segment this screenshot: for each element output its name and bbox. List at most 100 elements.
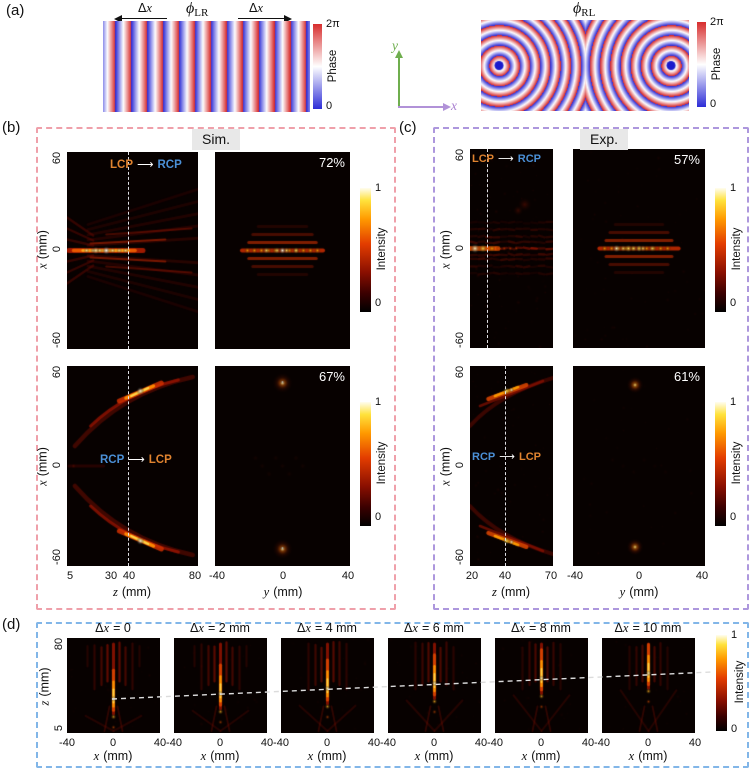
- x-axis-label: x (mm): [521, 749, 561, 763]
- exp-lcp-rcp-xz-map: LCP ⟶ RCP: [470, 149, 553, 348]
- x-tick: 0: [537, 737, 545, 749]
- intensity-colorbar-max: 1: [375, 182, 382, 194]
- phase-map-rl: [481, 20, 689, 111]
- y-tick: 0: [51, 245, 63, 253]
- phase-rl-title: ϕRL: [573, 0, 596, 19]
- y-tick: 80: [53, 637, 65, 651]
- scan-map-1-canvas: [174, 638, 267, 733]
- intensity-colorbar-min: 0: [375, 297, 382, 309]
- phase-colorbar-right-max: 2π: [710, 16, 724, 28]
- dx-right-arrow-head-icon: [284, 15, 292, 23]
- dx-shift-right-label: Δx: [249, 1, 263, 15]
- intensity-colorbar: [360, 188, 371, 312]
- x-tick: 0: [644, 737, 652, 749]
- panel-b-label: (b): [2, 119, 21, 136]
- focal-plane-dashed-line: [128, 152, 129, 349]
- intensity-colorbar-max: 1: [731, 629, 738, 641]
- y-axis-var-label: y: [392, 38, 398, 53]
- dx-title: Δx = 4 mm: [297, 621, 357, 635]
- panel-c-label: (c): [399, 119, 417, 136]
- phase-colorbar-left-max: 2π: [326, 18, 340, 30]
- intensity-colorbar-min: 0: [731, 723, 738, 735]
- x-axis-label: x (mm): [628, 749, 668, 763]
- focal-plane-dashed-line: [128, 366, 129, 566]
- phase-colorbar-right-title: Phase: [711, 47, 723, 81]
- x-tick: -40: [209, 570, 225, 582]
- sim-tag: Sim.: [192, 129, 240, 150]
- phase-map-lr-canvas: [103, 21, 310, 112]
- x-tick: 5: [66, 570, 74, 582]
- phase-map-lr: [103, 21, 310, 112]
- scan-map-4: [495, 638, 588, 733]
- y-tick: 0: [51, 461, 63, 469]
- dx-shift-left-label: Δx: [138, 1, 152, 15]
- x-tick: 0: [109, 737, 117, 749]
- sim-panel-border: [36, 127, 396, 610]
- x-tick: 80: [188, 570, 202, 582]
- dx-title: Δx = 2 mm: [190, 621, 250, 635]
- intensity-colorbar: [715, 188, 726, 312]
- x-tick: -40: [594, 737, 610, 749]
- exp-rcp-lcp-xy-canvas: [573, 366, 705, 566]
- efficiency-badge: 72%: [318, 155, 345, 170]
- y-axis-label: x(mm): [438, 230, 453, 269]
- y-tick: 60: [454, 148, 466, 162]
- phase-colorbar-left-title: Phase: [327, 49, 339, 83]
- x-tick: 20: [465, 570, 479, 582]
- focal-plane-dashed-line: [487, 149, 488, 348]
- sim-lcp-rcp-xy-map: 72%: [215, 152, 350, 349]
- x-tick: -40: [273, 737, 289, 749]
- conversion-label: LCP ⟶ RCP: [472, 153, 542, 165]
- efficiency-badge: 61%: [673, 369, 700, 384]
- dx-left-arrow-line: [121, 18, 167, 19]
- x-axis-label: x (mm): [200, 749, 240, 763]
- x-tick: 0: [430, 737, 438, 749]
- scan-panel-border: [36, 622, 749, 768]
- dx-right-arrow-line: [238, 18, 284, 19]
- scan-map-5-canvas: [602, 638, 695, 733]
- exp-lcp-rcp-xz-canvas: [470, 149, 553, 348]
- x-tick: 40: [498, 570, 512, 582]
- sim-lcp-rcp-xy-canvas: [215, 152, 350, 349]
- exp-rcp-lcp-xz-canvas: [470, 366, 553, 566]
- exp-lcp-rcp-xy-map: 57%: [573, 149, 705, 348]
- phase-colorbar-right: [697, 22, 706, 107]
- x-axis-label: x (mm): [414, 749, 454, 763]
- dx-left-arrow-head-icon: [114, 15, 122, 23]
- x-tick: 0: [279, 570, 287, 582]
- sim-rcp-lcp-xz-map: RCP ⟶ LCP: [67, 366, 198, 566]
- x-tick: 40: [695, 570, 709, 582]
- phase-colorbar-left-min: 0: [326, 100, 333, 112]
- x-tick: 40: [341, 570, 355, 582]
- conversion-label: LCP ⟶ RCP: [110, 159, 182, 171]
- exp-panel-border: [433, 127, 749, 610]
- x-axis-arrow-line: [398, 106, 444, 108]
- phase-map-rl-canvas: [481, 20, 689, 111]
- intensity-colorbar-title: Intensity: [376, 441, 388, 485]
- intensity-colorbar-max: 1: [375, 396, 382, 408]
- y-tick: 60: [51, 151, 63, 165]
- efficiency-badge: 67%: [318, 369, 345, 384]
- dx-title: Δx = 6 mm: [404, 621, 464, 635]
- intensity-colorbar-title: Intensity: [731, 227, 743, 271]
- x-tick: 0: [323, 737, 331, 749]
- efficiency-badge: 57%: [673, 152, 700, 167]
- scan-map-1: [174, 638, 267, 733]
- scan-map-5: [602, 638, 695, 733]
- intensity-colorbar: [715, 402, 726, 526]
- x-axis-label: y (mm): [619, 585, 659, 599]
- x-axis-label: y (mm): [263, 585, 303, 599]
- x-tick: 40: [474, 737, 488, 749]
- scan-map-3-canvas: [388, 638, 481, 733]
- intensity-colorbar: [360, 402, 371, 526]
- x-tick: -40: [380, 737, 396, 749]
- x-tick: 40: [367, 737, 381, 749]
- scan-map-0: [67, 638, 160, 733]
- intensity-colorbar-title: Intensity: [734, 660, 746, 704]
- panel-d-label: (d): [2, 616, 21, 633]
- x-tick: -40: [166, 737, 182, 749]
- x-axis-arrow-head-icon: [443, 103, 451, 111]
- x-axis-label: z (mm): [112, 585, 152, 599]
- y-tick: 5: [53, 724, 65, 732]
